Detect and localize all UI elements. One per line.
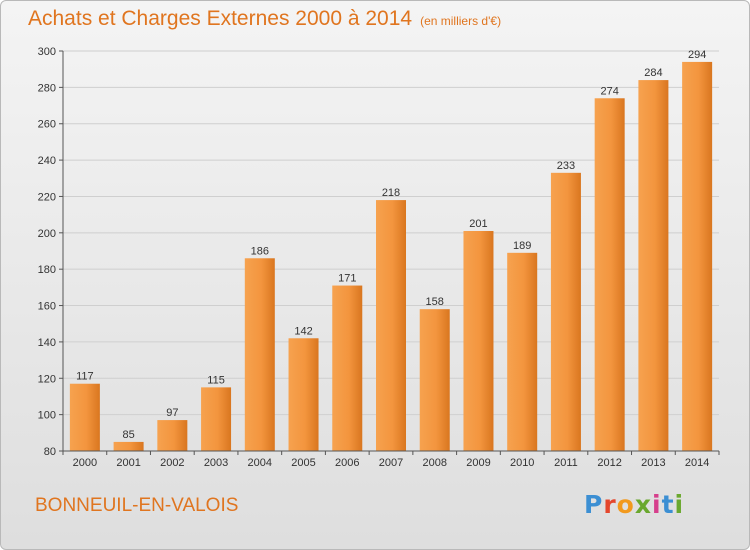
bar — [682, 61, 713, 452]
bar-value-label: 97 — [166, 407, 178, 419]
x-tick-label: 2011 — [554, 457, 578, 469]
y-tick-label: 220 — [38, 191, 56, 203]
y-tick-label: 180 — [38, 264, 56, 276]
bar-value-label: 294 — [688, 49, 706, 61]
bar — [244, 258, 275, 451]
bar-value-label: 158 — [426, 296, 444, 308]
x-tick-label: 2010 — [510, 457, 534, 469]
y-tick-label: 200 — [38, 228, 56, 240]
x-tick-label: 2004 — [248, 457, 272, 469]
bar — [594, 98, 625, 451]
x-tick-label: 2014 — [685, 457, 709, 469]
bar-value-label: 85 — [122, 429, 134, 441]
chart-title: Achats et Charges Externes 2000 à 2014 (e… — [28, 7, 501, 31]
y-tick-label: 240 — [38, 155, 56, 167]
x-tick-label: 2001 — [116, 457, 140, 469]
bar-value-label: 142 — [294, 325, 312, 337]
bar-value-label: 189 — [513, 240, 531, 252]
x-tick-label: 2002 — [160, 457, 184, 469]
bar-value-label: 233 — [557, 160, 575, 172]
bar-value-label: 274 — [600, 85, 618, 97]
proxiti-logo[interactable]: Proxiti — [584, 490, 685, 519]
bar — [288, 338, 319, 451]
chart-unit: (en milliers d'€) — [420, 14, 502, 28]
bar — [550, 172, 581, 451]
y-tick-label: 80 — [44, 446, 56, 458]
x-tick-label: 2013 — [641, 457, 665, 469]
bar — [69, 383, 100, 451]
bar-value-label: 201 — [469, 218, 487, 230]
bar — [376, 200, 406, 451]
y-tick-label: 260 — [38, 119, 56, 131]
bar — [638, 80, 669, 451]
bar — [419, 309, 450, 451]
x-tick-label: 2012 — [597, 457, 621, 469]
x-axis: 2000 2001 2002 2003 2004 2005 2006 2007 2008 2009… — [62, 450, 720, 469]
x-tick-label: 2008 — [422, 457, 446, 469]
x-tick-label: 2009 — [466, 457, 490, 469]
x-tick-label: 2007 — [379, 457, 403, 469]
bars: 117 85 97 115 186 142 171 218 158 201 189 233 274 284… — [69, 49, 713, 452]
bar-value-label: 115 — [207, 374, 225, 386]
chart-title-text: Achats et Charges Externes 2000 à 2014 — [28, 7, 413, 30]
x-tick-label: 2003 — [204, 457, 228, 469]
y-tick-label: 140 — [38, 337, 56, 349]
bar-value-label: 284 — [644, 67, 662, 79]
bar — [113, 441, 144, 451]
bar — [157, 420, 188, 451]
bar — [507, 252, 538, 451]
bar-value-label: 218 — [382, 187, 400, 199]
bar — [332, 285, 363, 451]
x-tick-label: 2000 — [73, 457, 97, 469]
y-tick-label: 280 — [38, 82, 56, 94]
place-name: BONNEUIL-EN-VALOIS — [35, 495, 239, 516]
x-tick-label: 2005 — [291, 457, 315, 469]
bar-value-label: 186 — [251, 245, 269, 257]
y-tick-label: 120 — [38, 373, 56, 385]
y-axis: 80 100 120 140 160 180 200 220 240 260 280 300 — [38, 46, 64, 458]
bar — [463, 231, 494, 451]
bar-value-label: 171 — [338, 273, 356, 285]
y-tick-label: 100 — [38, 410, 56, 422]
bar — [201, 387, 232, 451]
x-tick-label: 2006 — [335, 457, 359, 469]
y-tick-label: 160 — [38, 301, 56, 313]
y-tick-label: 300 — [38, 46, 56, 58]
bar-value-label: 117 — [76, 371, 94, 383]
